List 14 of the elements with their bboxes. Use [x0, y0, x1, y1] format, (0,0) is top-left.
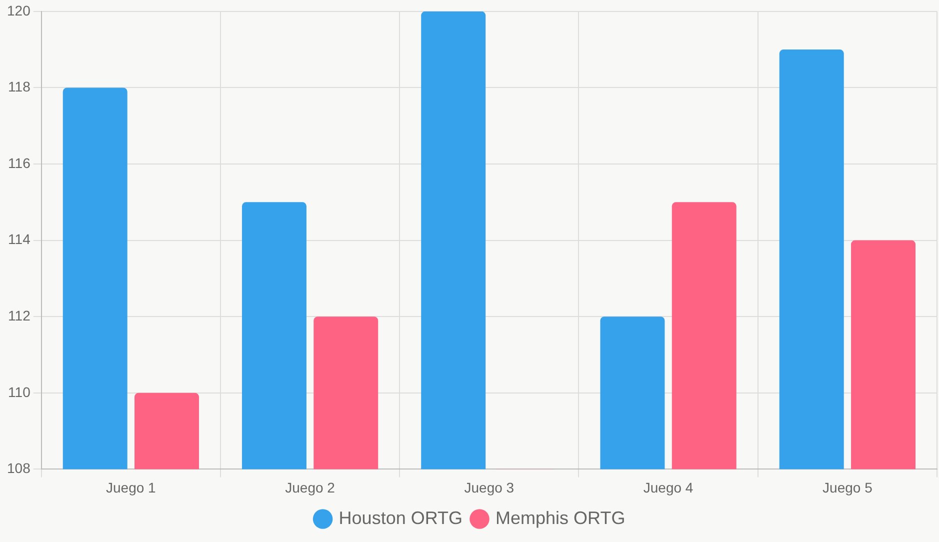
x-tick-label: Juego 1 — [106, 479, 156, 496]
legend-label: Memphis ORTG — [496, 508, 626, 528]
x-tick-label: Juego 4 — [643, 479, 694, 496]
legend-label: Houston ORTG — [338, 508, 463, 528]
x-tick-label: Juego 3 — [464, 479, 514, 496]
y-tick-label: 114 — [8, 231, 31, 248]
x-tick-label: Juego 2 — [285, 479, 336, 496]
y-tick-label: 118 — [8, 78, 31, 95]
y-tick-label: 108 — [7, 460, 31, 476]
x-tick-label: Juego 5 — [822, 479, 873, 496]
y-tick-label: 120 — [7, 2, 31, 18]
y-tick-label: 116 — [8, 154, 31, 171]
y-tick-label: 112 — [8, 307, 31, 324]
y-tick-label: 110 — [8, 384, 31, 400]
